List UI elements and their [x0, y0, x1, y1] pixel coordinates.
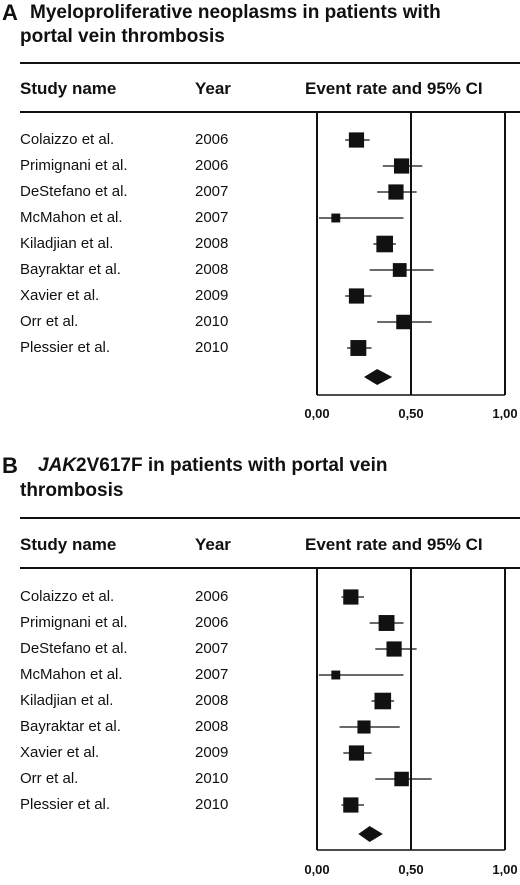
effect-square — [348, 132, 365, 148]
panel-title-line-2: portal vein thrombosis — [20, 26, 225, 47]
effect-square — [350, 340, 367, 356]
study-name: Xavier et al. — [20, 744, 100, 761]
header-top-rule — [20, 62, 520, 64]
column-header-study: Study name — [20, 79, 117, 98]
study-year: 2007 — [195, 640, 229, 657]
column-header-effect: Event rate and 95% CI — [305, 79, 483, 98]
header-bottom-rule — [20, 111, 520, 113]
forest-plot-panel-a: A Myeloproliferative neoplasms in patien… — [0, 0, 520, 430]
study-year: 2010 — [195, 313, 229, 330]
study-year: 2007 — [195, 666, 229, 683]
effect-square — [396, 314, 411, 330]
study-year: 2010 — [195, 796, 229, 813]
effect-square — [394, 771, 409, 787]
title-italic-prefix: JAK — [38, 455, 77, 476]
panel-title-line-1: Myeloproliferative neoplasms in patients… — [30, 2, 441, 23]
study-name: Orr et al. — [20, 770, 79, 787]
effect-square — [331, 213, 341, 223]
study-name: DeStefano et al. — [20, 183, 128, 200]
effect-square — [392, 263, 407, 277]
study-year: 2006 — [195, 131, 229, 148]
study-name: Xavier et al. — [20, 287, 100, 304]
x-tick-label: 0,00 — [304, 406, 329, 421]
column-header-effect: Event rate and 95% CI — [305, 535, 483, 554]
effect-square — [378, 615, 395, 631]
study-name: Orr et al. — [20, 313, 79, 330]
panel-label: B — [2, 453, 18, 478]
study-year: 2008 — [195, 261, 229, 278]
header-bottom-rule — [20, 567, 520, 569]
x-tick-label: 1,00 — [492, 406, 517, 421]
study-year: 2007 — [195, 183, 229, 200]
forest-plot-svg: 0,00 0,50 1,00 — [304, 111, 518, 421]
study-name: McMahon et al. — [20, 666, 123, 683]
study-name: Plessier et al. — [20, 796, 111, 813]
study-year: 2009 — [195, 287, 229, 304]
x-tick-label: 1,00 — [492, 862, 517, 877]
study-year: 2006 — [195, 588, 229, 605]
header-top-rule — [20, 517, 520, 519]
effect-square — [348, 288, 365, 304]
study-year: 2006 — [195, 157, 229, 174]
study-name: Bayraktar et al. — [20, 261, 121, 278]
panel-title-line-1: JAK2V617F in patients with portal vein — [38, 454, 387, 478]
study-name: Plessier et al. — [20, 339, 111, 356]
panel-title-line-2: thrombosis — [20, 480, 124, 501]
forest-plot-panel-b: B JAK2V617F in patients with portal vein… — [0, 440, 520, 885]
title-rest: 2V617F in patients with portal vein — [76, 455, 388, 476]
study-year: 2010 — [195, 339, 229, 356]
effect-square — [343, 589, 359, 605]
effect-square — [386, 641, 402, 657]
effect-square — [348, 745, 365, 761]
forest-plot-svg: 0,00 0,50 1,00 — [304, 567, 518, 877]
study-name: Kiladjian et al. — [20, 692, 114, 709]
effect-square — [357, 720, 371, 734]
study-name: McMahon et al. — [20, 209, 123, 226]
study-year: 2009 — [195, 744, 229, 761]
effect-square — [343, 797, 359, 813]
study-year: 2010 — [195, 770, 229, 787]
effect-square — [394, 158, 410, 174]
column-header-study: Study name — [20, 535, 117, 554]
effect-square — [376, 235, 393, 253]
study-name: Colaizzo et al. — [20, 131, 115, 148]
study-year: 2007 — [195, 209, 229, 226]
study-year: 2006 — [195, 614, 229, 631]
panel-label: A — [2, 0, 18, 25]
effect-square — [331, 670, 341, 680]
study-name: Bayraktar et al. — [20, 718, 121, 735]
effect-square — [374, 692, 392, 710]
study-name: Colaizzo et al. — [20, 588, 115, 605]
study-name: Kiladjian et al. — [20, 235, 114, 252]
x-tick-label: 0,00 — [304, 862, 329, 877]
study-year: 2008 — [195, 692, 229, 709]
pooled-diamond — [358, 826, 383, 842]
column-header-year: Year — [195, 79, 231, 98]
pooled-diamond — [364, 369, 393, 385]
column-header-year: Year — [195, 535, 231, 554]
study-name: Primignani et al. — [20, 157, 128, 174]
effect-square — [388, 184, 404, 200]
study-name: Primignani et al. — [20, 614, 128, 631]
study-name: DeStefano et al. — [20, 640, 128, 657]
study-year: 2008 — [195, 718, 229, 735]
x-tick-label: 0,50 — [398, 862, 423, 877]
study-year: 2008 — [195, 235, 229, 252]
x-tick-label: 0,50 — [398, 406, 423, 421]
